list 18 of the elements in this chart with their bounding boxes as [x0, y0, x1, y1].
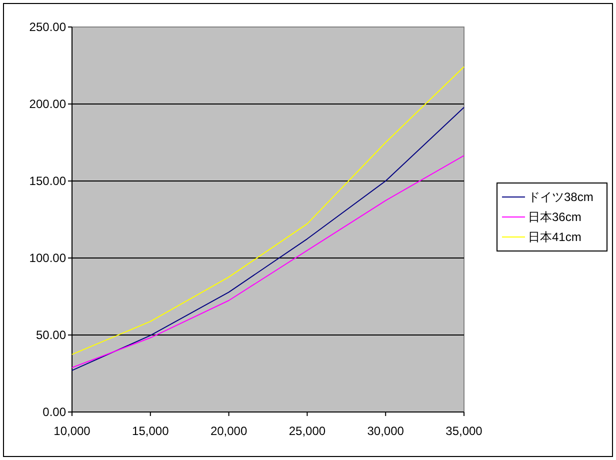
y-tick-label: 200.00 [29, 97, 66, 111]
x-tick-label: 30,000 [367, 424, 404, 438]
y-tick-label: 250.00 [29, 20, 66, 34]
x-tick-label: 20,000 [210, 424, 248, 438]
line-series [72, 66, 464, 355]
legend-label: ドイツ38cm [528, 190, 594, 204]
legend-label: 日本36cm [528, 210, 582, 224]
y-tick-label: 100.00 [29, 251, 66, 265]
legend-label: 日本41cm [528, 230, 582, 244]
y-tick-label: 0.00 [42, 405, 66, 419]
y-tick-label: 150.00 [29, 174, 66, 188]
x-tick-label: 10,000 [54, 424, 91, 438]
x-tick-label: 35,000 [446, 424, 483, 438]
y-tick-label: 50.00 [36, 328, 66, 342]
x-tick-label: 15,000 [132, 424, 170, 438]
line-series [72, 155, 464, 368]
x-tick-label: 25,000 [288, 424, 326, 438]
line-series [72, 106, 464, 371]
